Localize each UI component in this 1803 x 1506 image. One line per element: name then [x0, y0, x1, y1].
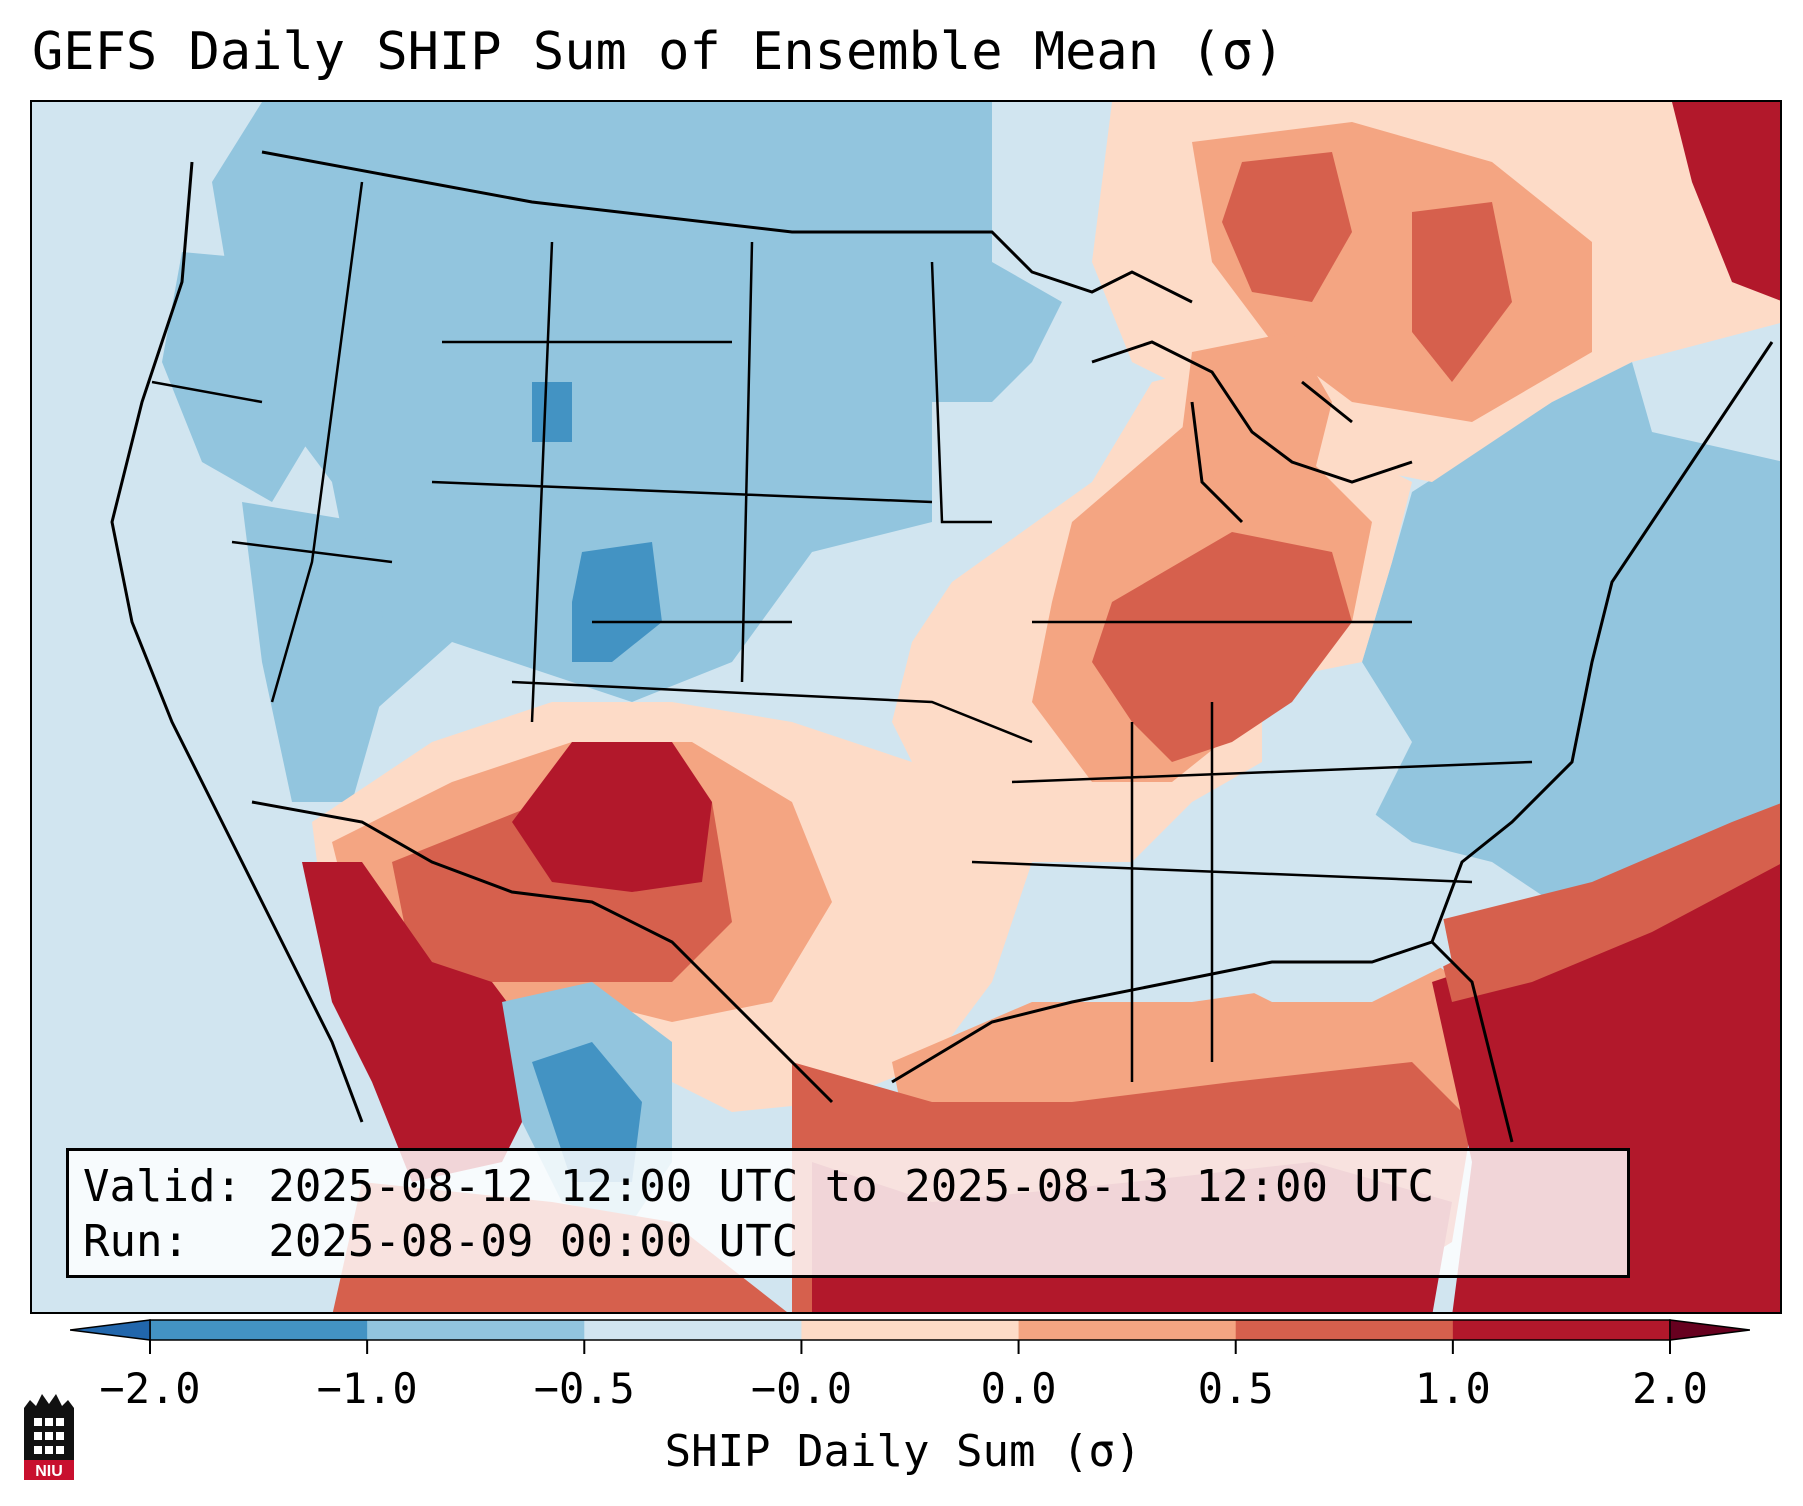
colorbar-label: SHIP Daily Sum (σ)	[664, 1426, 1142, 1477]
colorbar-tick-label: 2.0	[1632, 1364, 1708, 1413]
anomaly-region-atlantic-strong	[1432, 803, 1780, 1002]
map-boundaries	[110, 150, 1774, 1143]
colorbar-ticks	[149, 1340, 1671, 1354]
anomaly-region-canada-strong-east	[1412, 202, 1512, 382]
anomaly-region-indiana-strong	[1092, 532, 1352, 762]
anomaly-region-west-blue	[162, 252, 332, 502]
logo-building-icon	[24, 1394, 74, 1460]
mexico-border	[251, 800, 834, 1104]
colorbar-tick-label: −1.0	[316, 1364, 418, 1413]
colorbar-segment	[367, 1320, 585, 1340]
colorbar-over-triangle	[1669, 1319, 1750, 1341]
colorbar-tick-label: 0.5	[1197, 1364, 1274, 1413]
valid-time-line: Valid: 2025-08-12 12:00 UTC to 2025-08-1…	[83, 1161, 1435, 1212]
niu-logo: NIU	[24, 1394, 74, 1480]
gulf-coast-outline	[891, 940, 1514, 1143]
colorbar-tick-label: −0.0	[750, 1364, 852, 1413]
colorbar-under-triangle	[70, 1319, 151, 1341]
anomaly-region-wyoming-strong-blue	[532, 382, 572, 442]
east-coast-outline	[1430, 341, 1774, 943]
colorbar-tick-label: 0.0	[980, 1364, 1057, 1413]
map-panel	[30, 100, 1782, 1314]
anomaly-region-mid-atlantic-light	[1262, 662, 1412, 822]
anomaly-region-michigan-positive	[1182, 332, 1332, 502]
anomaly-region-great-basin-blue	[242, 502, 392, 802]
colorbar	[70, 1319, 1750, 1354]
anomaly-region-mexico-very-strong	[302, 862, 552, 1182]
run-time-line: Run: 2025-08-09 00:00 UTC	[83, 1216, 799, 1267]
colorbar-segment	[1235, 1320, 1454, 1340]
great-lakes-outline	[1091, 340, 1413, 524]
colorbar-segment	[584, 1320, 802, 1340]
valid-run-infobox: Valid: 2025-08-12 12:00 UTC to 2025-08-1…	[66, 1148, 1630, 1278]
colorbar-segment	[150, 1320, 368, 1340]
state-borders-sample	[151, 181, 1533, 1082]
map-svg	[32, 102, 1780, 1312]
colorbar-tick-label: −0.5	[533, 1364, 635, 1413]
colorbar-segment	[801, 1320, 1020, 1340]
anomaly-region-canada-strong	[1222, 152, 1352, 302]
colorbar-tick-label: −2.0	[99, 1364, 201, 1413]
logo-text: NIU	[35, 1463, 63, 1480]
anomaly-region-north-blue	[212, 102, 1062, 722]
anomaly-region-new-mexico-very-strong	[512, 742, 712, 892]
anomaly-region-mexico-strong-cool	[532, 1042, 642, 1182]
colorbar-segment	[1018, 1320, 1237, 1340]
colorbar-segments	[149, 1319, 1671, 1341]
colorbar-tick-label: 1.0	[1414, 1364, 1491, 1413]
canada-border	[261, 150, 1193, 304]
west-coast-outline	[110, 161, 364, 1123]
anomaly-region-colorado-strong-blue	[572, 542, 662, 662]
chart-title: GEFS Daily SHIP Sum of Ensemble Mean (σ)	[32, 22, 1285, 82]
colorbar-segment	[1452, 1320, 1671, 1340]
anomaly-region-quebec-very-strong	[1672, 102, 1780, 301]
